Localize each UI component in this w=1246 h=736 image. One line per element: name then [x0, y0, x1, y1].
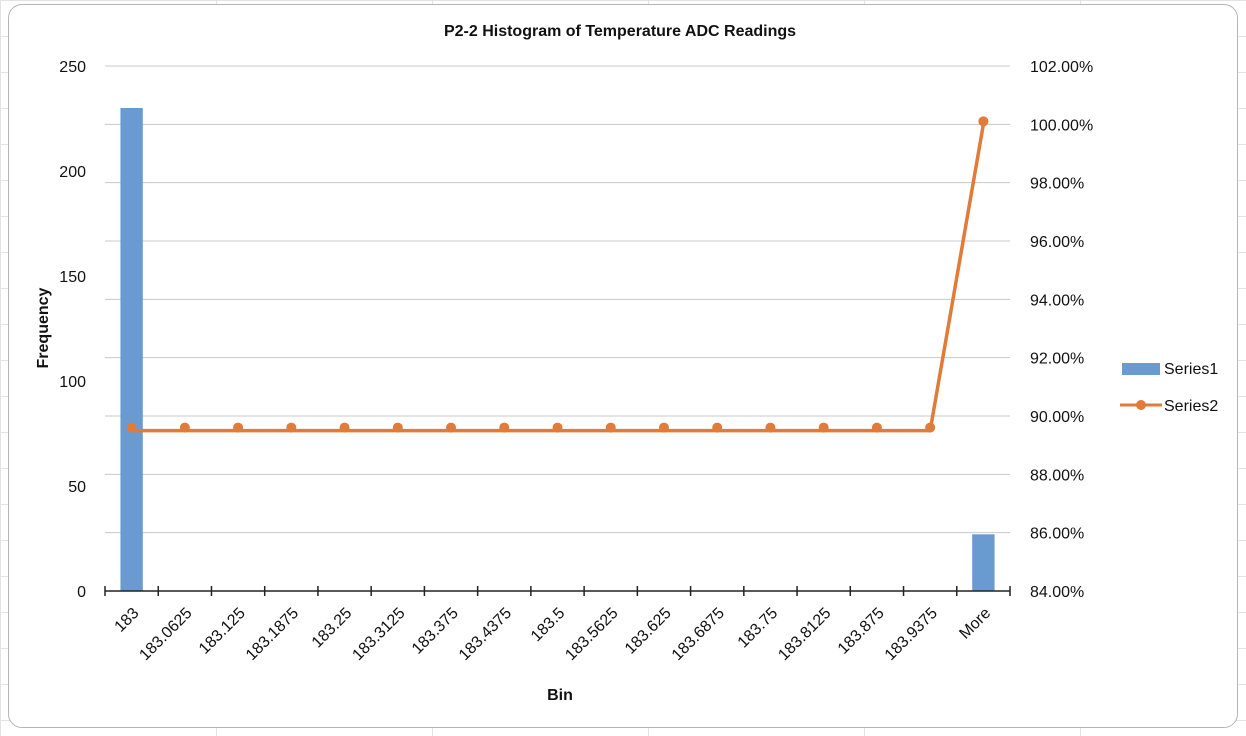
- x-tick-label: 183.8125: [775, 605, 834, 664]
- y2-tick-label: 98.00%: [1030, 176, 1084, 193]
- x-tick-label: 183.6875: [669, 605, 728, 664]
- y2-tick-label: 102.00%: [1030, 59, 1093, 76]
- x-tick-label: 183.875: [835, 605, 888, 658]
- series2-marker: [446, 422, 457, 433]
- series2-marker: [233, 422, 244, 433]
- x-tick-label: 183.3125: [349, 605, 408, 664]
- y2-tick-label: 92.00%: [1030, 351, 1084, 368]
- x-tick-label: 183.5625: [562, 605, 621, 664]
- y2-tick-label: 86.00%: [1030, 526, 1084, 543]
- x-tick-label: 183: [112, 605, 143, 636]
- y-tick-label: 0: [77, 584, 86, 601]
- y-tick-label: 100: [59, 374, 86, 391]
- x-tick-label: 183.75: [735, 605, 782, 652]
- x-tick-label: 183.125: [196, 605, 249, 658]
- y-axis-left: 0 50 100 150 200 250: [59, 59, 86, 601]
- x-tick-label: 183.9375: [882, 605, 941, 664]
- series2-marker: [286, 422, 297, 433]
- series2-marker: [978, 116, 989, 127]
- y2-tick-label: 90.00%: [1030, 409, 1084, 426]
- series2-marker: [392, 422, 403, 433]
- legend-label-series2: Series2: [1164, 398, 1218, 415]
- x-tick-label: 183.375: [409, 605, 462, 658]
- series2-marker: [499, 422, 510, 433]
- series2-marker: [712, 422, 723, 433]
- y-tick-label: 150: [59, 269, 86, 286]
- legend: Series1 Series2: [1120, 361, 1218, 415]
- series2-marker: [925, 422, 936, 433]
- x-tick-label: More: [956, 605, 994, 643]
- legend-marker-series2: [1136, 400, 1146, 410]
- y-tick-label: 50: [68, 479, 86, 496]
- y-tick-label: 200: [59, 164, 86, 181]
- y2-tick-label: 84.00%: [1030, 584, 1084, 601]
- series2-marker: [818, 422, 829, 433]
- series2-marker: [339, 422, 350, 433]
- y-tick-label: 250: [59, 59, 86, 76]
- x-tick-label: 183.25: [309, 605, 356, 652]
- series2-marker: [126, 422, 137, 433]
- series2-marker: [552, 422, 563, 433]
- x-axis-title: Bin: [547, 687, 573, 704]
- y2-tick-label: 100.00%: [1030, 117, 1093, 134]
- series2-marker: [179, 422, 190, 433]
- y-axis-right: 84.00% 86.00% 88.00% 90.00% 92.00% 94.00% 96.0…: [1030, 59, 1093, 601]
- x-tick-label: 183.4375: [456, 605, 515, 664]
- y2-tick-label: 88.00%: [1030, 467, 1084, 484]
- series2-marker: [658, 422, 669, 433]
- chart-title: P2-2 Histogram of Temperature ADC Readin…: [444, 23, 796, 40]
- series2-line: [131, 124, 986, 433]
- x-tick-label: 183.1875: [243, 605, 302, 664]
- y-axis-title: Frequency: [35, 287, 52, 368]
- legend-label-series1: Series1: [1164, 361, 1218, 378]
- x-tick-label: 183.625: [622, 605, 675, 658]
- gridlines: [105, 65, 1010, 534]
- line-series: [126, 116, 989, 433]
- series2-marker: [765, 422, 776, 433]
- x-tick-label: 183.5: [528, 605, 568, 645]
- bar: [972, 534, 995, 591]
- legend-swatch-series1: [1122, 363, 1160, 375]
- x-tick-label: 183.0625: [136, 605, 195, 664]
- y2-tick-label: 94.00%: [1030, 292, 1084, 309]
- series2-marker: [605, 422, 616, 433]
- series2-marker: [871, 422, 882, 433]
- y2-tick-label: 96.00%: [1030, 234, 1084, 251]
- bar: [120, 108, 143, 591]
- bar-series: [120, 108, 995, 591]
